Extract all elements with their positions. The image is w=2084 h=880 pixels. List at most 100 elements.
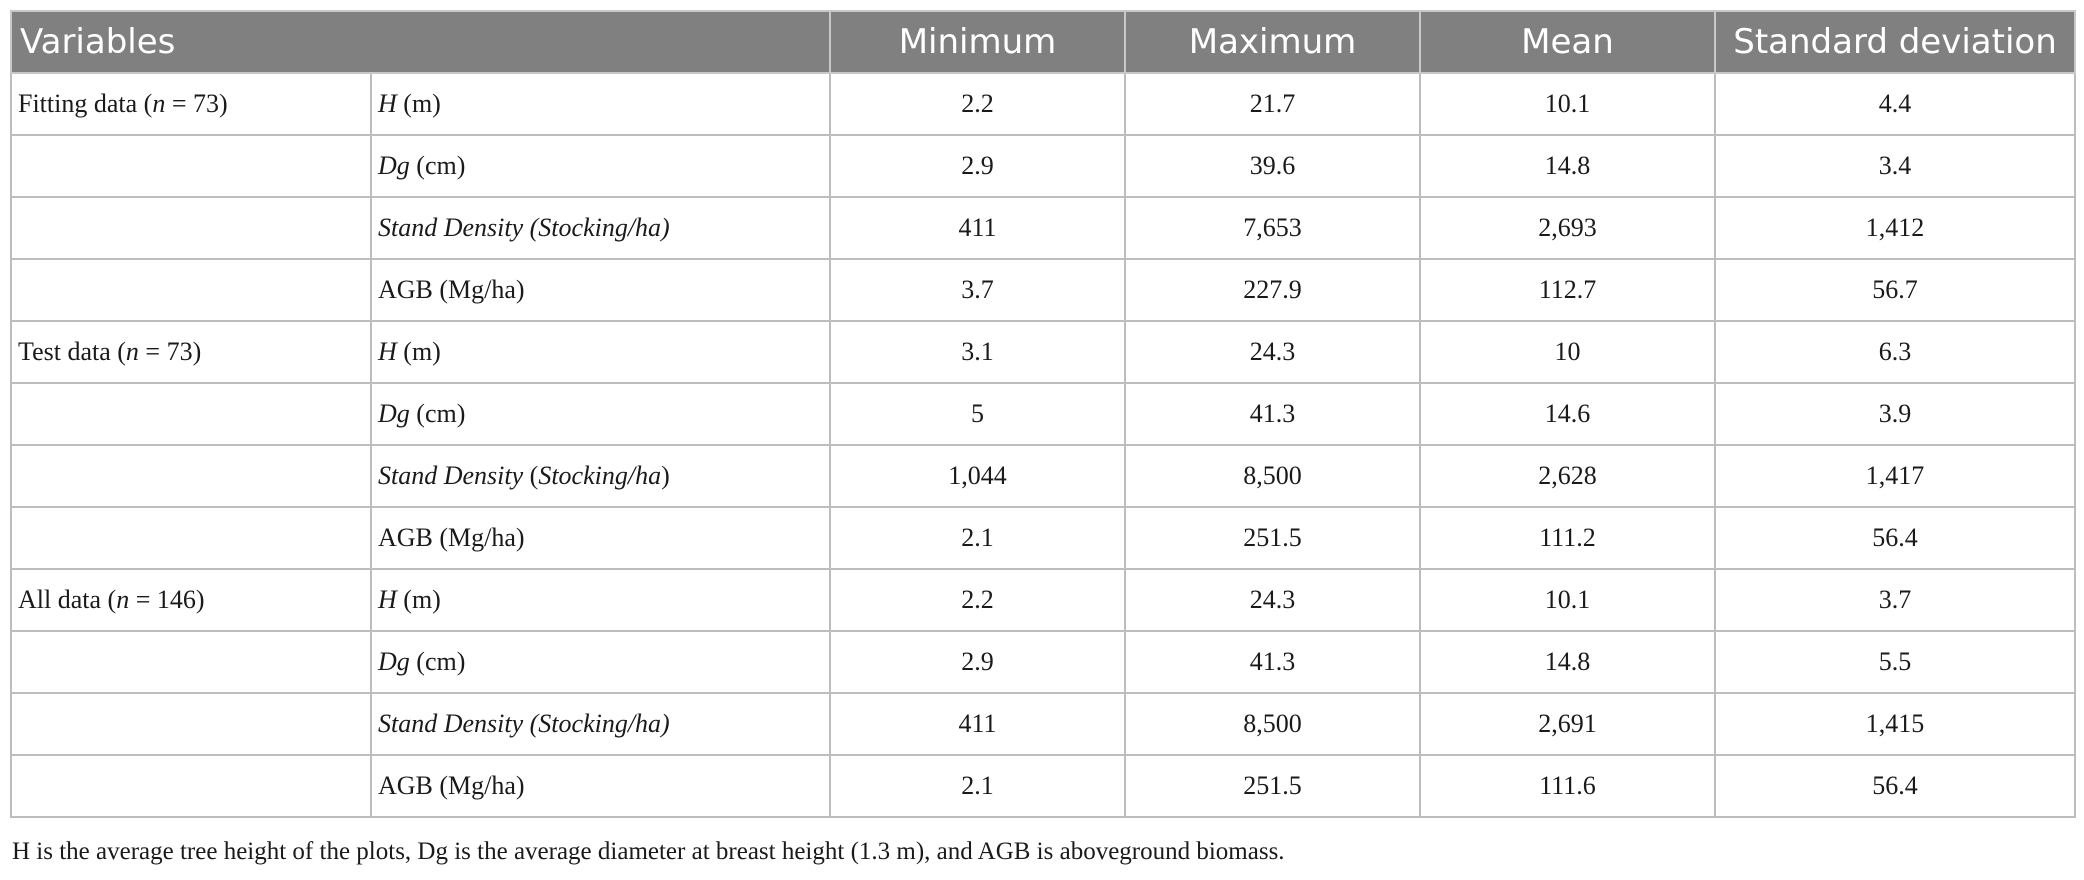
variable-cell: AGB (Mg/ha) [370, 754, 831, 818]
maximum-cell: 39.6 [1124, 134, 1421, 198]
variable-unit-italic: Stocking/ha [538, 461, 662, 490]
table-row: All data (n = 146) H (m) 2.2 24.3 10.1 3.7 [10, 568, 2076, 632]
sd-cell: 56.4 [1714, 506, 2076, 570]
header-standard-deviation: Standard deviation [1714, 10, 2076, 74]
maximum-cell: 227.9 [1124, 258, 1421, 322]
group-n-symbol: n [152, 89, 166, 118]
variable-cell: Dg (cm) [370, 382, 831, 446]
minimum-cell: 411 [829, 196, 1126, 260]
maximum-cell: 251.5 [1124, 754, 1421, 818]
sd-cell: 1,412 [1714, 196, 2076, 260]
variable-unit: AGB (Mg/ha) [378, 771, 525, 800]
table-row: AGB (Mg/ha) 2.1 251.5 111.6 56.4 [10, 754, 2076, 818]
table-row: Stand Density (Stocking/ha) 411 7,653 2,693… [10, 196, 2076, 260]
minimum-cell: 5 [829, 382, 1126, 446]
table-row: Dg (cm) 2.9 41.3 14.8 5.5 [10, 630, 2076, 694]
variable-unit: ( [523, 461, 539, 490]
table-row: Test data (n = 73) H (m) 3.1 24.3 10 6.3 [10, 320, 2076, 384]
variable-unit: (m) [396, 585, 441, 614]
sd-cell: 3.7 [1714, 568, 2076, 632]
table-body: Fitting data (n = 73) H (m) 2.2 21.7 10.1 4.4… [10, 72, 2076, 818]
group-cell [10, 258, 372, 322]
table-footnote: H is the average tree height of the plot… [12, 838, 1285, 865]
maximum-cell: 21.7 [1124, 72, 1421, 136]
variable-cell: H (m) [370, 568, 831, 632]
group-n-symbol: n [116, 585, 130, 614]
table-row: Dg (cm) 2.9 39.6 14.8 3.4 [10, 134, 2076, 198]
table-header-row: Variables Minimum Maximum Mean Standard … [10, 10, 2076, 74]
mean-cell: 2,691 [1419, 692, 1716, 756]
maximum-cell: 251.5 [1124, 506, 1421, 570]
maximum-cell: 8,500 [1124, 444, 1421, 508]
minimum-cell: 3.7 [829, 258, 1126, 322]
maximum-cell: 7,653 [1124, 196, 1421, 260]
minimum-cell: 1,044 [829, 444, 1126, 508]
group-count: = 73) [138, 337, 202, 366]
table-row: Fitting data (n = 73) H (m) 2.2 21.7 10.1 4.4 [10, 72, 2076, 136]
variable-cell: Stand Density (Stocking/ha) [370, 444, 831, 508]
variable-name-italic: H [378, 337, 397, 366]
sd-cell: 6.3 [1714, 320, 2076, 384]
variable-cell: Stand Density (Stocking/ha) [370, 692, 831, 756]
sd-cell: 4.4 [1714, 72, 2076, 136]
group-label: Test data ( [18, 337, 126, 366]
variable-name-italic: Stand Density (Stocking/ha) [378, 213, 670, 242]
group-cell [10, 754, 372, 818]
mean-cell: 111.2 [1419, 506, 1716, 570]
minimum-cell: 2.9 [829, 630, 1126, 694]
minimum-cell: 2.2 [829, 568, 1126, 632]
group-n-symbol: n [125, 337, 139, 366]
mean-cell: 14.6 [1419, 382, 1716, 446]
variable-name-italic: Dg [378, 151, 410, 180]
group-label: All data ( [18, 585, 117, 614]
sd-cell: 3.9 [1714, 382, 2076, 446]
variable-unit-close: ) [661, 461, 670, 490]
header-variables: Variables [10, 10, 831, 74]
group-cell [10, 444, 372, 508]
minimum-cell: 2.1 [829, 506, 1126, 570]
variable-cell: Stand Density (Stocking/ha) [370, 196, 831, 260]
table-row: AGB (Mg/ha) 2.1 251.5 111.2 56.4 [10, 506, 2076, 570]
maximum-cell: 8,500 [1124, 692, 1421, 756]
variable-unit: (m) [396, 89, 441, 118]
group-count: = 146) [129, 585, 205, 614]
group-cell: Test data (n = 73) [10, 320, 372, 384]
group-cell: Fitting data (n = 73) [10, 72, 372, 136]
variable-cell: AGB (Mg/ha) [370, 506, 831, 570]
variable-name-italic: Dg [378, 647, 410, 676]
group-count: = 73) [165, 89, 228, 118]
sd-cell: 1,417 [1714, 444, 2076, 508]
mean-cell: 10.1 [1419, 568, 1716, 632]
mean-cell: 14.8 [1419, 134, 1716, 198]
variable-cell: AGB (Mg/ha) [370, 258, 831, 322]
group-cell: All data (n = 146) [10, 568, 372, 632]
variable-name-italic: Stand Density [378, 461, 524, 490]
group-cell [10, 506, 372, 570]
minimum-cell: 3.1 [829, 320, 1126, 384]
sd-cell: 56.7 [1714, 258, 2076, 322]
mean-cell: 10.1 [1419, 72, 1716, 136]
minimum-cell: 2.2 [829, 72, 1126, 136]
variable-unit: (m) [396, 337, 441, 366]
descriptive-statistics-table: Variables Minimum Maximum Mean Standard … [10, 10, 2076, 818]
variable-cell: Dg (cm) [370, 630, 831, 694]
minimum-cell: 411 [829, 692, 1126, 756]
variable-name-italic: Stand Density (Stocking/ha) [378, 709, 670, 738]
mean-cell: 14.8 [1419, 630, 1716, 694]
mean-cell: 2,693 [1419, 196, 1716, 260]
sd-cell: 5.5 [1714, 630, 2076, 694]
header-maximum: Maximum [1124, 10, 1421, 74]
mean-cell: 2,628 [1419, 444, 1716, 508]
table-row: Stand Density (Stocking/ha) 1,044 8,500 2,6… [10, 444, 2076, 508]
variable-name-italic: H [378, 89, 397, 118]
variable-unit: (cm) [409, 647, 466, 676]
variable-unit: (cm) [409, 151, 466, 180]
group-cell [10, 134, 372, 198]
maximum-cell: 41.3 [1124, 382, 1421, 446]
group-cell [10, 382, 372, 446]
table-row: AGB (Mg/ha) 3.7 227.9 112.7 56.7 [10, 258, 2076, 322]
maximum-cell: 24.3 [1124, 568, 1421, 632]
mean-cell: 111.6 [1419, 754, 1716, 818]
variable-cell: H (m) [370, 72, 831, 136]
group-cell [10, 196, 372, 260]
